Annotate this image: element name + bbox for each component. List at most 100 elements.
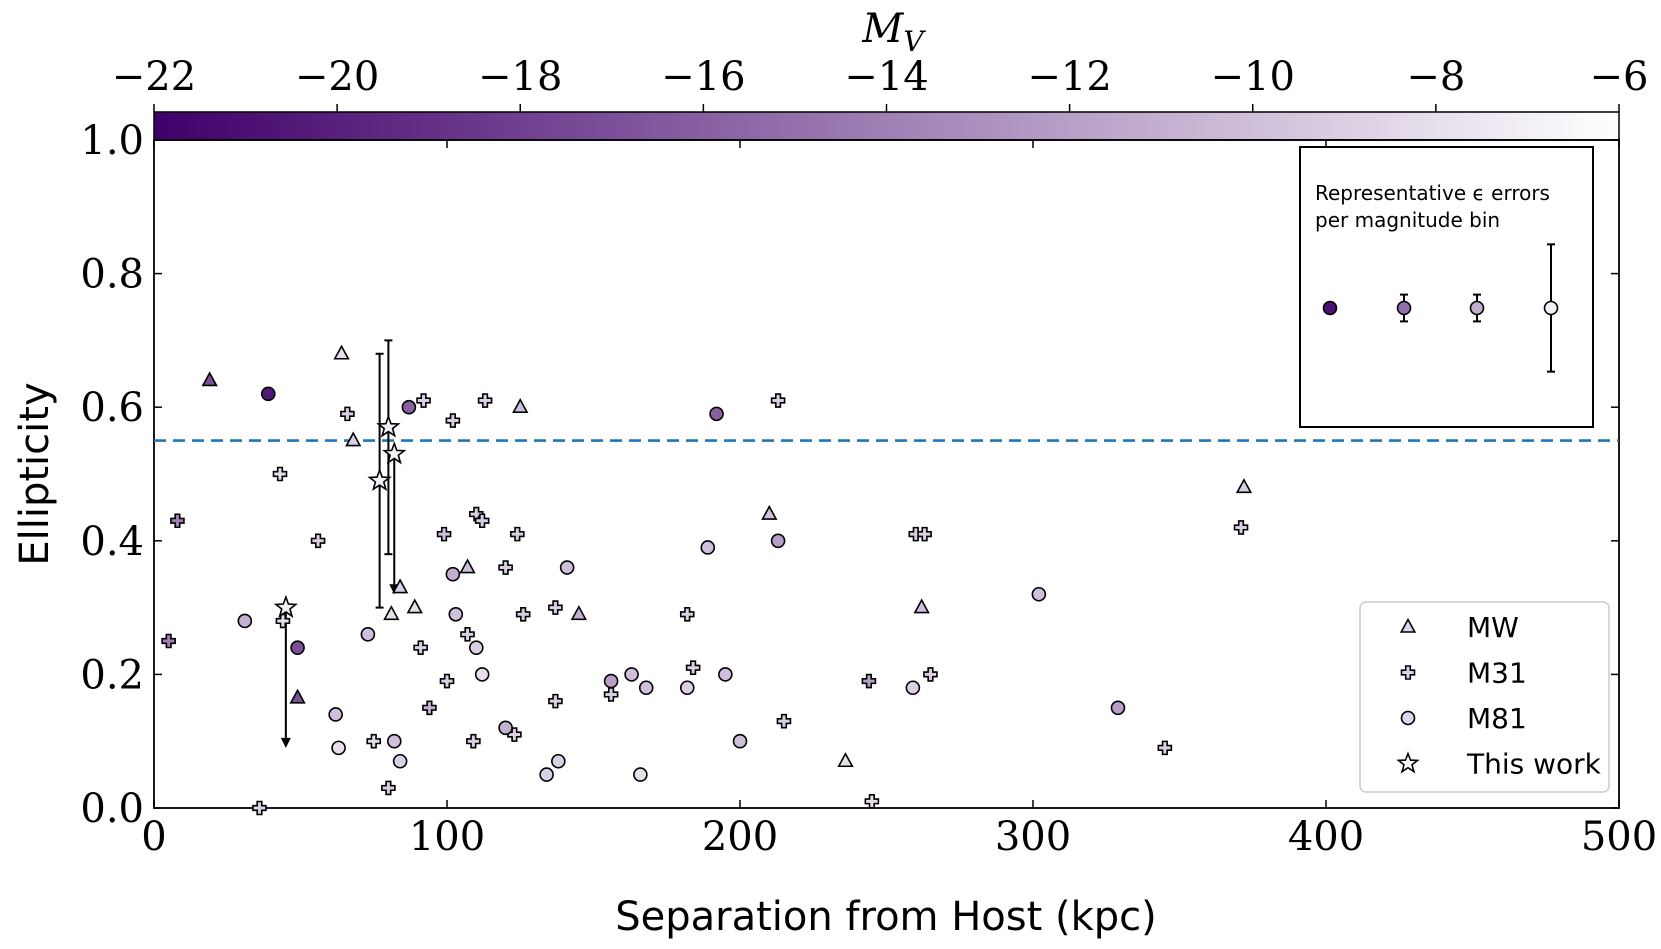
inset-point xyxy=(1396,300,1412,316)
inset-frame xyxy=(1299,146,1594,428)
m31-point xyxy=(679,606,695,622)
legend-frame xyxy=(1359,601,1610,793)
m31-point xyxy=(548,693,563,709)
x-tick-label: 0 xyxy=(141,814,166,860)
m81-point xyxy=(498,720,513,736)
colorbar-tick-label: −22 xyxy=(112,54,196,100)
m81-point xyxy=(709,406,724,422)
colorbar-tick-label: −8 xyxy=(1406,54,1465,100)
inset-points xyxy=(1322,243,1559,373)
m81-point xyxy=(237,613,253,629)
m31-point xyxy=(366,733,382,749)
m81-point xyxy=(603,673,619,689)
colorbar-tick-label: −6 xyxy=(1590,54,1649,100)
m31-point xyxy=(272,466,288,482)
m31-point xyxy=(170,513,185,529)
m81-point xyxy=(445,566,461,582)
m81-point xyxy=(718,667,733,682)
mw-point xyxy=(1235,478,1253,494)
y-axis-label: Ellipticity xyxy=(12,382,58,565)
legend-marker xyxy=(1400,665,1416,680)
legend: MW M31 M81 This work xyxy=(1359,601,1610,793)
m81-point xyxy=(1031,586,1047,602)
mw-point xyxy=(837,752,854,768)
colorbar-tick-label: −10 xyxy=(1211,54,1295,100)
inset-point xyxy=(1322,300,1338,316)
legend-label: M31 xyxy=(1467,657,1527,690)
m31-point xyxy=(498,560,513,575)
x-tick-label: 400 xyxy=(1288,814,1364,860)
colorbar-ticks: −22 −20 −18 −16 −14 −12 −10 −8 −6 xyxy=(112,54,1649,112)
x-tick-label: 200 xyxy=(702,814,778,860)
m31-point xyxy=(603,687,619,702)
m81-point xyxy=(260,386,276,402)
m31-point xyxy=(275,613,291,629)
y-tick-label: 1.0 xyxy=(80,118,144,164)
mw-point xyxy=(333,344,350,360)
m31-point xyxy=(161,633,176,649)
colorbar: −22 −20 −18 −16 −14 −12 −10 −8 −6 MV xyxy=(112,6,1649,141)
colorbar-tick-label: −16 xyxy=(661,54,745,100)
mw-point xyxy=(512,398,529,414)
m31-point xyxy=(685,660,701,676)
m81-point xyxy=(331,740,346,756)
m31-point xyxy=(460,627,475,642)
m81-point xyxy=(468,640,484,655)
m31-point xyxy=(413,640,428,655)
m81-point xyxy=(328,707,343,722)
m31-point xyxy=(1233,520,1249,535)
m31-point xyxy=(510,526,525,542)
m31-point xyxy=(445,413,461,428)
colorbar-label: MV xyxy=(861,6,926,58)
y-tick-label: 0.2 xyxy=(80,652,144,698)
m31-point xyxy=(515,606,531,622)
colorbar-gradient xyxy=(153,111,1620,141)
plot-frame xyxy=(153,139,1620,809)
legend-items: MW M31 M81 This work xyxy=(1396,611,1602,781)
error-inset: Representative ϵ errors per magnitude bi… xyxy=(1299,146,1594,428)
m81-point xyxy=(679,680,695,696)
inset-title-line1: Representative ϵ errors xyxy=(1315,181,1550,205)
m31-point xyxy=(340,406,355,422)
m81-point xyxy=(1110,700,1126,716)
m81-point xyxy=(290,640,305,655)
colorbar-tick-label: −20 xyxy=(295,54,379,100)
m81-point xyxy=(360,627,376,642)
m31-point xyxy=(548,600,563,615)
y-tick-label: 0.6 xyxy=(80,385,144,431)
y-tick-label: 0.4 xyxy=(80,519,144,565)
colorbar-tick-label: −12 xyxy=(1027,54,1111,100)
inset-point xyxy=(1543,300,1559,316)
this-work-point xyxy=(273,594,298,618)
m81-point xyxy=(905,680,921,696)
m81-point xyxy=(732,733,748,749)
m31-point xyxy=(861,673,877,689)
m31-point xyxy=(923,667,938,682)
m81-point xyxy=(401,399,417,415)
m31-point xyxy=(770,393,786,408)
mw-point xyxy=(383,605,400,621)
mw-point xyxy=(913,598,930,614)
legend-marker xyxy=(1399,617,1417,633)
legend-label: MW xyxy=(1467,611,1519,644)
colorbar-tick-label: −14 xyxy=(844,54,928,100)
m31-point xyxy=(474,513,490,529)
mw-point xyxy=(201,371,218,387)
legend-label: This work xyxy=(1466,748,1602,781)
m81-point xyxy=(551,753,566,769)
axis-ticks: 0 100 200 300 400 500 0.0 0.2 0.4 0.6 0.8 1.0 xyxy=(80,118,1657,860)
m81-point xyxy=(559,560,575,575)
m31-point xyxy=(436,526,452,542)
m31-point xyxy=(917,526,932,542)
data-points xyxy=(161,344,1253,816)
m81-point xyxy=(392,753,408,769)
mw-point xyxy=(345,431,362,447)
x-tick-label: 100 xyxy=(409,814,485,860)
upper-limit-arrow-head xyxy=(280,737,291,748)
m31-point xyxy=(864,794,880,809)
m81-point xyxy=(448,606,464,622)
m31-point xyxy=(422,700,437,716)
x-axis-label: Separation from Host (kpc) xyxy=(615,894,1157,940)
this-work-point xyxy=(382,441,407,465)
